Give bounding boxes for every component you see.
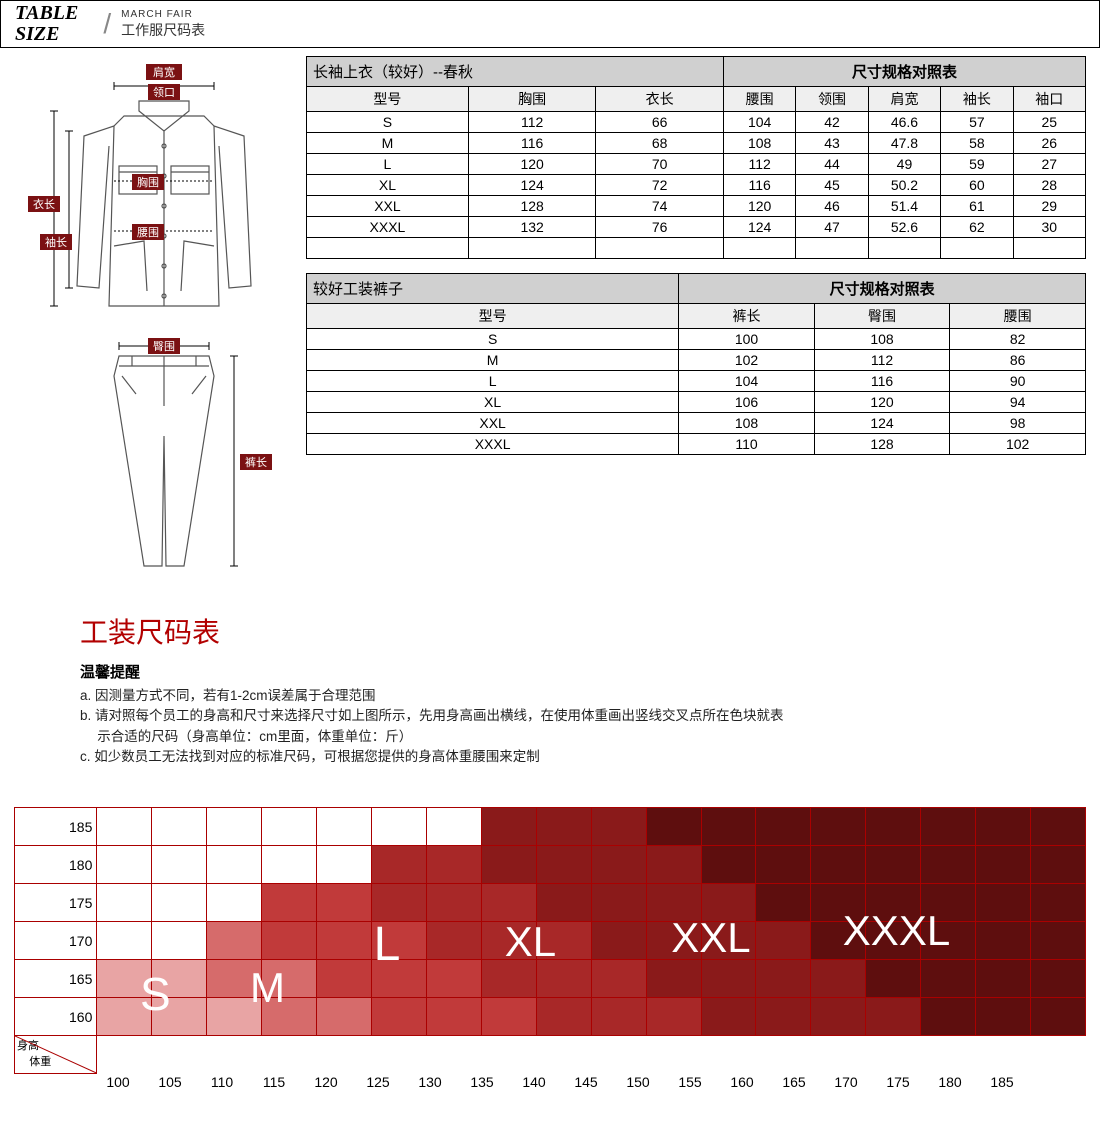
tag-collar: 领口 bbox=[153, 86, 175, 99]
notes-title: 工装尺码表 bbox=[80, 611, 1020, 651]
size-tables: 长袖上衣（较好）--春秋尺寸规格对照表型号胸围衣长腰围领围肩宽袖长袖口S1126… bbox=[306, 56, 1086, 601]
notes-section: 工装尺码表 温馨提醒 a. 因测量方式不同，若有1-2cm误差属于合理范围 b.… bbox=[0, 601, 1100, 767]
chart-grid: 185180175170165160身高 体重 bbox=[14, 807, 1086, 1074]
garment-diagram: 肩宽 领口 衣长 袖长 胸围 腰围 bbox=[14, 56, 294, 601]
notes-subtitle: 温馨提醒 bbox=[80, 661, 1020, 682]
tag-chest: 胸围 bbox=[137, 175, 159, 189]
note-b2: 示合适的尺码（身高单位：cm里面，体重单位：斤） bbox=[80, 727, 1020, 747]
header-sub-cn: 工作服尺码表 bbox=[121, 20, 205, 40]
header-divider: / bbox=[93, 8, 121, 40]
size-heatmap-chart: 185180175170165160身高 体重10010511011512012… bbox=[14, 807, 1086, 1090]
header-sub: MARCH FAIR 工作服尺码表 bbox=[121, 9, 205, 40]
note-a: a. 因测量方式不同，若有1-2cm误差属于合理范围 bbox=[80, 686, 1020, 706]
header-bar: TABLE SIZE / MARCH FAIR 工作服尺码表 bbox=[0, 0, 1100, 48]
tag-length: 衣长 bbox=[33, 197, 55, 211]
header-title-1: TABLE bbox=[15, 3, 78, 24]
tag-shoulder: 肩宽 bbox=[153, 65, 175, 79]
tag-sleeve: 袖长 bbox=[45, 235, 67, 249]
header-title-2: SIZE bbox=[15, 24, 78, 45]
tag-waist: 腰围 bbox=[137, 226, 159, 239]
tag-pantlen: 裤长 bbox=[245, 455, 267, 469]
tag-hip: 臀围 bbox=[153, 340, 175, 353]
note-b1: b. 请对照每个员工的身高和尺寸来选择尺寸如上图所示，先用身高画出横线，在使用体… bbox=[80, 706, 1020, 726]
pants-size-table: 较好工装裤子尺寸规格对照表型号裤长臀围腰围S10010882M10211286L… bbox=[306, 273, 1086, 455]
jacket-size-table: 长袖上衣（较好）--春秋尺寸规格对照表型号胸围衣长腰围领围肩宽袖长袖口S1126… bbox=[306, 56, 1086, 259]
note-c: c. 如少数员工无法找到对应的标准尺码，可根据您提供的身高体重腰围来定制 bbox=[80, 747, 1020, 767]
header-sub-en: MARCH FAIR bbox=[121, 9, 205, 20]
header-title: TABLE SIZE bbox=[1, 0, 93, 49]
